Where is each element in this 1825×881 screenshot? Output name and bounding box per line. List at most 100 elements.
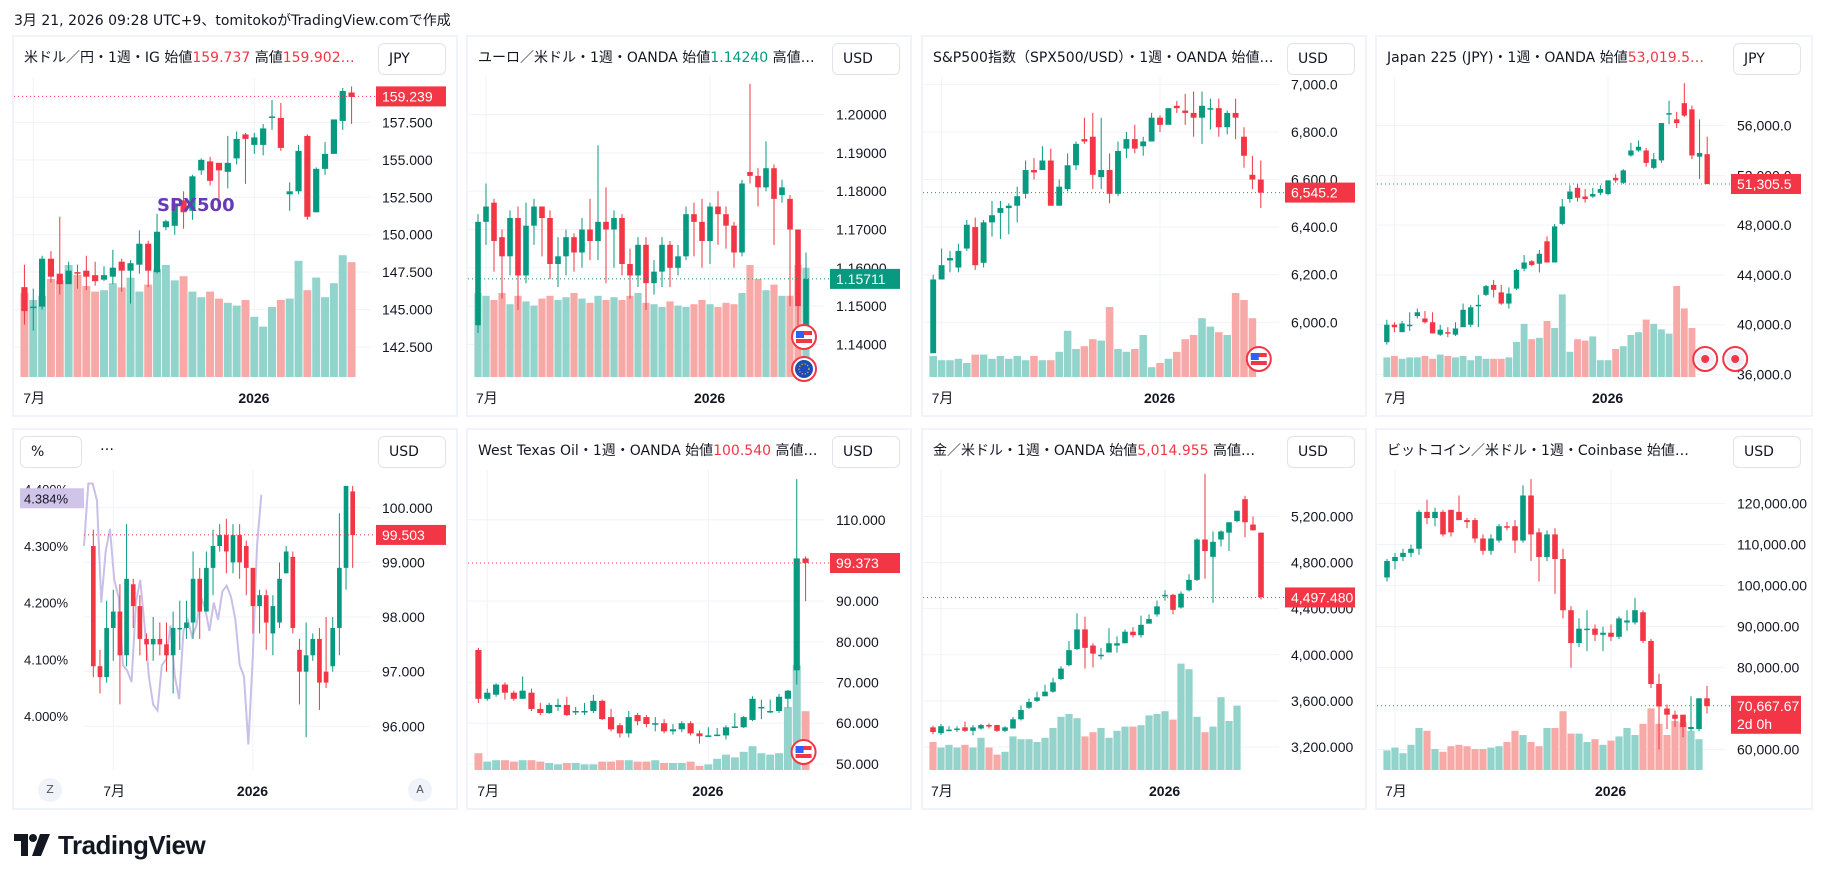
event-marker-us-icon[interactable] [1245, 346, 1272, 372]
volume-bar [580, 764, 589, 770]
chart-panel-jp225[interactable]: 56,000.052,000.048,000.044,000.040,000.0… [1375, 35, 1813, 417]
volume-bar [778, 295, 786, 377]
candle-body [1131, 139, 1138, 149]
last-price-label-bg [376, 86, 446, 107]
currency-button[interactable]: JPY [378, 43, 446, 75]
candle-body [150, 638, 156, 645]
volume-bar [1193, 716, 1201, 770]
volume-bar [1511, 730, 1519, 770]
chart-svg[interactable]: 120,000.00 110,000.00 100,000.00 90,000.00 8… [1377, 430, 1813, 810]
event-marker-us-icon[interactable] [791, 324, 817, 350]
candle-body [1407, 324, 1413, 327]
chart-svg[interactable]: 100.00099.00098.00097.00096.0004.400%4.3… [14, 430, 458, 810]
candle-body [1704, 154, 1710, 185]
volume-bar [1055, 351, 1063, 377]
candle-body [930, 279, 937, 354]
chart-svg[interactable]: 110.000 90.000 80.000 70.000 60.000 50.000 99.… [468, 430, 912, 810]
candle-body [1688, 726, 1694, 730]
candle-body [215, 162, 223, 171]
candle-body [177, 627, 183, 630]
volume-bar [1581, 340, 1589, 377]
currency-button[interactable]: USD [832, 436, 900, 468]
currency-button[interactable]: USD [378, 436, 446, 468]
volume-bar [1164, 358, 1173, 377]
chart-panel-btc[interactable]: 120,000.00 110,000.00 100,000.00 90,000.00 8… [1375, 428, 1813, 810]
volume-bar [514, 295, 522, 377]
volume-bar [1527, 742, 1535, 770]
candle-body [317, 638, 322, 683]
currency-button[interactable]: USD [1733, 436, 1801, 468]
candle-body [1089, 136, 1096, 175]
event-marker-jp-icon[interactable] [1692, 346, 1719, 372]
candle-body [1241, 136, 1247, 156]
volume-bar [642, 302, 650, 377]
currency-button[interactable]: USD [832, 43, 900, 75]
candle-body [1704, 698, 1710, 707]
volume-bar [241, 300, 250, 377]
chart-panel-spx[interactable]: 7,000.0 6,800.0 6,600.0 6,400.0 6,200.0 6,000… [921, 35, 1367, 417]
candle-body [1014, 196, 1021, 206]
chart-svg[interactable]: 157.500 155.000 152.500 150.000 147.500 145.0… [14, 37, 458, 417]
candle-body [21, 287, 28, 312]
candle-body [1242, 499, 1248, 523]
chart-panel-gold[interactable]: 5,200.000 4,800.000 4,400.000 4,000.000 3,60… [921, 428, 1367, 810]
zoom-button[interactable]: Z [38, 778, 62, 802]
volume-bar [492, 760, 501, 770]
candle-body [634, 715, 641, 722]
volume-bar [775, 753, 784, 770]
candle-body [184, 622, 189, 628]
candle-body [1536, 253, 1543, 264]
volume-bar [518, 760, 527, 770]
candle-body [1488, 538, 1494, 551]
chart-panel-usdjpy[interactable]: 157.500 155.000 152.500 150.000 147.500 145.0… [12, 35, 458, 417]
y-tick-label: 100,000.00 [1737, 578, 1807, 594]
volume-bar [929, 742, 937, 770]
chart-panel-dxy[interactable]: 100.00099.00098.00097.00096.0004.400%4.3… [12, 428, 458, 810]
volume-bar [153, 269, 162, 377]
chart-panel-eurusd[interactable]: 1.20000 1.19000 1.18000 1.17000 1.16000 1.150… [466, 35, 912, 417]
candle-body [515, 218, 521, 276]
percent-scale-button[interactable]: % [20, 436, 82, 468]
chart-svg[interactable]: 5,200.0004,800.0004,400.0004,000.0003,60… [923, 430, 1367, 810]
volume-bar [1490, 358, 1498, 377]
candle-body [233, 138, 240, 159]
y-tick-label: 7,000.0 [1291, 76, 1338, 92]
y-tick-label: 147.500 [382, 264, 433, 280]
event-marker-jp-icon[interactable] [1722, 346, 1749, 372]
chart-svg[interactable]: 7,000.06,800.06,600.06,400.06,200.06,000… [923, 37, 1367, 417]
chart-panel-wti[interactable]: 110.000 90.000 80.000 70.000 60.000 50.000 99.… [466, 428, 912, 810]
volume-bar [108, 283, 117, 377]
event-marker-us-icon[interactable] [790, 739, 817, 765]
volume-bar [634, 293, 642, 377]
currency-button[interactable]: JPY [1733, 43, 1801, 75]
candle-body [1210, 541, 1216, 557]
candle-body [223, 535, 229, 552]
event-marker-eu-icon[interactable] [791, 356, 817, 382]
y-tick-label: 3,200.000 [1291, 739, 1353, 755]
currency-button[interactable]: USD [1287, 43, 1355, 75]
volume-bar [1089, 339, 1097, 377]
open-value: 53,019.5… [1627, 50, 1705, 66]
y-tick-label: 1.19000 [836, 145, 887, 161]
volume-bar [1567, 733, 1575, 770]
candle-body [1456, 511, 1462, 521]
volume-bar [969, 747, 977, 770]
currency-button[interactable]: USD [1287, 436, 1355, 468]
candle-body [1464, 520, 1470, 523]
chart-svg[interactable]: 56,000.052,000.048,000.044,000.040,000.0… [1377, 37, 1813, 417]
open-value: 1.14240 [710, 50, 769, 66]
auto-scale-button[interactable]: A [408, 778, 432, 802]
drawing-text-annotation[interactable]: SPX500 [157, 195, 235, 216]
volume-bar [571, 763, 580, 770]
candle-body [1207, 108, 1214, 110]
candle-body [546, 704, 553, 714]
tradingview-logo[interactable]: TradingView [14, 830, 206, 860]
collapsed-legend-dots[interactable]: … [100, 438, 114, 454]
volume-bar [562, 763, 571, 770]
chart-svg[interactable]: 1.200001.190001.180001.170001.160001.150… [468, 37, 912, 417]
candle-body [117, 611, 123, 656]
volume-bar [259, 326, 268, 377]
candle-body [723, 214, 729, 226]
volume-bar [589, 764, 598, 770]
volume-bar [594, 295, 602, 377]
